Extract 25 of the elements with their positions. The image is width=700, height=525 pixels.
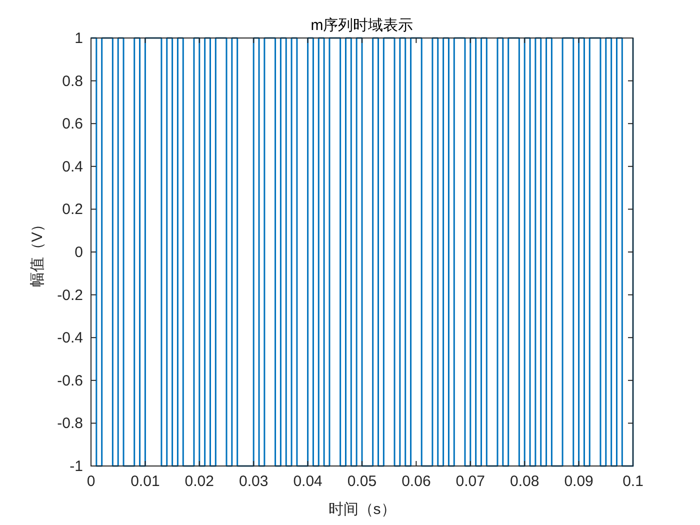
y-tick-label: 1 xyxy=(74,30,83,47)
chart-title: m序列时域表示 xyxy=(310,17,414,34)
x-axis-title: 时间（s） xyxy=(328,501,396,518)
x-tick-label: 0.01 xyxy=(130,473,160,490)
x-tick-label: 0.02 xyxy=(184,473,214,490)
y-tick-label: -0.6 xyxy=(57,372,83,390)
x-tick-label: 0 xyxy=(86,473,96,490)
y-tick-label: 0.6 xyxy=(62,116,83,133)
y-tick-label: 0.4 xyxy=(62,158,83,176)
x-tick-label: 0.03 xyxy=(239,473,268,490)
y-tick-label: 0 xyxy=(74,244,83,261)
y-tick-label: 0.2 xyxy=(62,201,83,218)
y-tick-label: -1 xyxy=(70,458,83,475)
x-tick-label: 0.05 xyxy=(347,473,377,490)
x-tick-label: 0.07 xyxy=(456,473,485,490)
y-tick-label: -0.4 xyxy=(57,330,83,347)
x-tick-label: 0.09 xyxy=(564,473,594,490)
x-tick-label: 0.06 xyxy=(402,473,431,490)
y-tick-label: -0.8 xyxy=(57,415,83,432)
x-tick-label: 0.1 xyxy=(622,473,644,490)
y-axis-title: 幅值（V） xyxy=(29,216,46,288)
x-tick-label: 0.08 xyxy=(510,473,540,490)
x-tick-label: 0.04 xyxy=(293,473,322,490)
y-tick-label: 0.8 xyxy=(62,72,83,90)
y-tick-label: -0.2 xyxy=(57,286,83,304)
